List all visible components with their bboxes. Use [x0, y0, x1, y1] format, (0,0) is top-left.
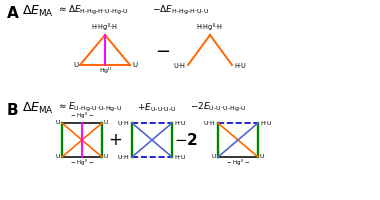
Text: $- \Delta E_{\mathrm{H\text{-}Hg\text{-}H{\cdot}U\text{-}U}}$: $- \Delta E_{\mathrm{H\text{-}Hg\text{-}…: [152, 4, 209, 17]
Text: H$\cdot$Hg$^{\rm II}$$\cdot$H: H$\cdot$Hg$^{\rm II}$$\cdot$H: [91, 22, 119, 34]
Text: $\approx E_{\mathrm{U\text{-}Hg\text{-}U{\cdot}U\text{-}Hg\text{-}U}}$: $\approx E_{\mathrm{U\text{-}Hg\text{-}U…: [57, 101, 122, 114]
Text: $+ E_{\mathrm{U\text{-}U{\cdot}U\text{-}U}}$: $+ E_{\mathrm{U\text{-}U{\cdot}U\text{-}…: [137, 101, 177, 114]
Text: $\Delta E_{\mathrm{MA}}$: $\Delta E_{\mathrm{MA}}$: [22, 4, 54, 19]
Text: U: U: [73, 62, 78, 68]
Text: U: U: [132, 62, 137, 68]
Text: U: U: [260, 154, 264, 160]
Text: H$\cdot$U: H$\cdot$U: [234, 60, 247, 70]
Text: H$\cdot$U: H$\cdot$U: [260, 119, 273, 127]
Text: $-$ Hg$^{\rm II}$ $-$: $-$ Hg$^{\rm II}$ $-$: [70, 111, 94, 121]
Text: U$\cdot$H: U$\cdot$H: [173, 60, 186, 70]
Text: U$\cdot$H: U$\cdot$H: [117, 153, 130, 161]
Text: $-\mathbf{2}$: $-\mathbf{2}$: [174, 132, 198, 148]
Text: $\approx \Delta E_{\mathrm{H\text{-}Hg\text{-}H{\cdot}U\text{-}Hg\text{-}U}}$: $\approx \Delta E_{\mathrm{H\text{-}Hg\t…: [57, 4, 128, 17]
Text: $- 2E_{\mathrm{U\text{-}U{\cdot}U\text{-}Hg\text{-}U}}$: $- 2E_{\mathrm{U\text{-}U{\cdot}U\text{-…: [190, 101, 246, 114]
Text: Hg$^{\rm II}$: Hg$^{\rm II}$: [98, 66, 111, 76]
Text: U: U: [55, 154, 60, 160]
Text: $-$ Hg$^{\rm II}$ $-$: $-$ Hg$^{\rm II}$ $-$: [226, 158, 250, 168]
Text: $+$: $+$: [108, 131, 122, 149]
Text: H$\cdot$Hg$^{\rm II}$$\cdot$H: H$\cdot$Hg$^{\rm II}$$\cdot$H: [196, 22, 223, 34]
Text: H$\cdot$U: H$\cdot$U: [174, 119, 187, 127]
Text: $-$: $-$: [155, 41, 171, 59]
Text: U$\cdot$H: U$\cdot$H: [117, 119, 130, 127]
Text: U$\cdot$H: U$\cdot$H: [203, 119, 216, 127]
Text: U: U: [212, 154, 216, 160]
Text: U: U: [104, 120, 109, 126]
Text: U: U: [55, 120, 60, 126]
Text: $\mathbf{B}$: $\mathbf{B}$: [6, 102, 19, 118]
Text: U: U: [104, 154, 109, 160]
Text: $\mathbf{A}$: $\mathbf{A}$: [6, 5, 20, 21]
Text: $-$ Hg$^{\rm II}$ $-$: $-$ Hg$^{\rm II}$ $-$: [70, 158, 94, 168]
Text: $\Delta E_{\mathrm{MA}}$: $\Delta E_{\mathrm{MA}}$: [22, 101, 54, 116]
Text: H$\cdot$U: H$\cdot$U: [174, 153, 187, 161]
